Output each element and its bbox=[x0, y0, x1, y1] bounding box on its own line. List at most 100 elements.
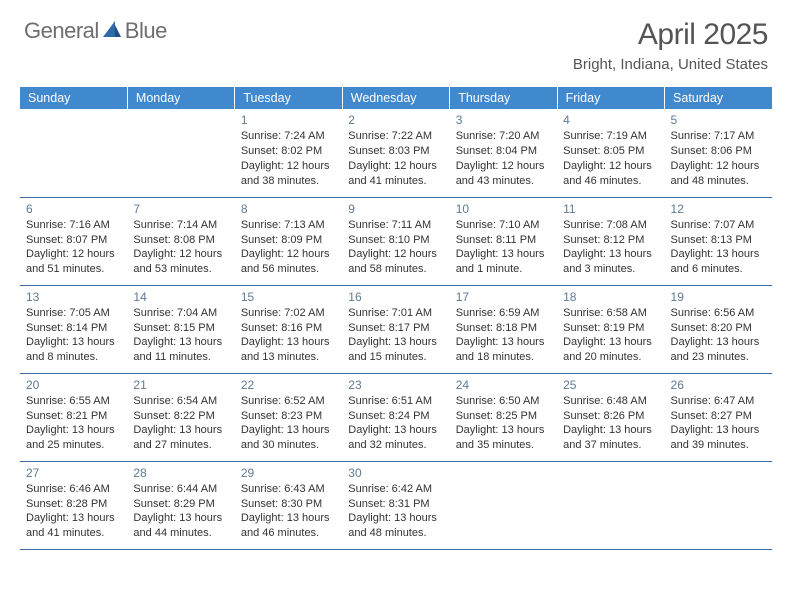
day-header: Wednesday bbox=[342, 87, 449, 109]
calendar-day-cell: 9Sunrise: 7:11 AMSunset: 8:10 PMDaylight… bbox=[342, 197, 449, 285]
sunrise-text: Sunrise: 6:52 AM bbox=[241, 394, 336, 409]
month-title: April 2025 bbox=[573, 18, 768, 52]
logo: General Blue bbox=[24, 18, 167, 44]
calendar-empty-cell bbox=[450, 461, 557, 549]
sunset-text: Sunset: 8:27 PM bbox=[671, 409, 766, 424]
sunrise-text: Sunrise: 7:20 AM bbox=[456, 129, 551, 144]
location: Bright, Indiana, United States bbox=[573, 56, 768, 73]
page-header: General Blue April 2025 Bright, Indiana,… bbox=[0, 0, 792, 81]
calendar-day-cell: 25Sunrise: 6:48 AMSunset: 8:26 PMDayligh… bbox=[557, 373, 664, 461]
sunset-text: Sunset: 8:26 PM bbox=[563, 409, 658, 424]
day-number: 12 bbox=[671, 201, 766, 217]
day-number: 2 bbox=[348, 112, 443, 128]
daylight-text: Daylight: 13 hours and 44 minutes. bbox=[133, 511, 228, 541]
daylight-text: Daylight: 12 hours and 41 minutes. bbox=[348, 159, 443, 189]
calendar-day-cell: 10Sunrise: 7:10 AMSunset: 8:11 PMDayligh… bbox=[450, 197, 557, 285]
calendar-head: SundayMondayTuesdayWednesdayThursdayFrid… bbox=[20, 87, 772, 109]
calendar-day-cell: 14Sunrise: 7:04 AMSunset: 8:15 PMDayligh… bbox=[127, 285, 234, 373]
calendar-day-cell: 23Sunrise: 6:51 AMSunset: 8:24 PMDayligh… bbox=[342, 373, 449, 461]
sunrise-text: Sunrise: 6:47 AM bbox=[671, 394, 766, 409]
title-block: April 2025 Bright, Indiana, United State… bbox=[573, 18, 768, 73]
calendar-day-cell: 26Sunrise: 6:47 AMSunset: 8:27 PMDayligh… bbox=[665, 373, 772, 461]
day-number: 26 bbox=[671, 377, 766, 393]
sunset-text: Sunset: 8:20 PM bbox=[671, 321, 766, 336]
sunrise-text: Sunrise: 6:55 AM bbox=[26, 394, 121, 409]
day-number: 1 bbox=[241, 112, 336, 128]
sunrise-text: Sunrise: 7:02 AM bbox=[241, 306, 336, 321]
day-number: 14 bbox=[133, 289, 228, 305]
day-number: 25 bbox=[563, 377, 658, 393]
sunset-text: Sunset: 8:29 PM bbox=[133, 497, 228, 512]
sunrise-text: Sunrise: 6:44 AM bbox=[133, 482, 228, 497]
calendar-day-cell: 2Sunrise: 7:22 AMSunset: 8:03 PMDaylight… bbox=[342, 109, 449, 197]
day-number: 6 bbox=[26, 201, 121, 217]
day-number: 19 bbox=[671, 289, 766, 305]
sunrise-text: Sunrise: 6:58 AM bbox=[563, 306, 658, 321]
sunset-text: Sunset: 8:28 PM bbox=[26, 497, 121, 512]
daylight-text: Daylight: 12 hours and 46 minutes. bbox=[563, 159, 658, 189]
daylight-text: Daylight: 13 hours and 39 minutes. bbox=[671, 423, 766, 453]
calendar-day-cell: 30Sunrise: 6:42 AMSunset: 8:31 PMDayligh… bbox=[342, 461, 449, 549]
sunrise-text: Sunrise: 7:01 AM bbox=[348, 306, 443, 321]
calendar-day-cell: 28Sunrise: 6:44 AMSunset: 8:29 PMDayligh… bbox=[127, 461, 234, 549]
sunset-text: Sunset: 8:21 PM bbox=[26, 409, 121, 424]
daylight-text: Daylight: 13 hours and 30 minutes. bbox=[241, 423, 336, 453]
sunset-text: Sunset: 8:09 PM bbox=[241, 233, 336, 248]
sunset-text: Sunset: 8:11 PM bbox=[456, 233, 551, 248]
day-number: 27 bbox=[26, 465, 121, 481]
calendar-empty-cell bbox=[557, 461, 664, 549]
calendar-day-cell: 21Sunrise: 6:54 AMSunset: 8:22 PMDayligh… bbox=[127, 373, 234, 461]
day-header: Sunday bbox=[20, 87, 127, 109]
day-number: 9 bbox=[348, 201, 443, 217]
daylight-text: Daylight: 13 hours and 18 minutes. bbox=[456, 335, 551, 365]
sunrise-text: Sunrise: 7:04 AM bbox=[133, 306, 228, 321]
daylight-text: Daylight: 13 hours and 11 minutes. bbox=[133, 335, 228, 365]
daylight-text: Daylight: 13 hours and 13 minutes. bbox=[241, 335, 336, 365]
day-header: Monday bbox=[127, 87, 234, 109]
day-number: 5 bbox=[671, 112, 766, 128]
sunrise-text: Sunrise: 7:19 AM bbox=[563, 129, 658, 144]
calendar-day-cell: 6Sunrise: 7:16 AMSunset: 8:07 PMDaylight… bbox=[20, 197, 127, 285]
logo-sail-icon bbox=[102, 20, 122, 43]
day-number: 11 bbox=[563, 201, 658, 217]
day-number: 24 bbox=[456, 377, 551, 393]
sunset-text: Sunset: 8:31 PM bbox=[348, 497, 443, 512]
daylight-text: Daylight: 13 hours and 25 minutes. bbox=[26, 423, 121, 453]
sunset-text: Sunset: 8:24 PM bbox=[348, 409, 443, 424]
day-number: 21 bbox=[133, 377, 228, 393]
calendar-day-cell: 3Sunrise: 7:20 AMSunset: 8:04 PMDaylight… bbox=[450, 109, 557, 197]
calendar-day-cell: 8Sunrise: 7:13 AMSunset: 8:09 PMDaylight… bbox=[235, 197, 342, 285]
calendar-day-cell: 20Sunrise: 6:55 AMSunset: 8:21 PMDayligh… bbox=[20, 373, 127, 461]
day-header-row: SundayMondayTuesdayWednesdayThursdayFrid… bbox=[20, 87, 772, 109]
daylight-text: Daylight: 13 hours and 27 minutes. bbox=[133, 423, 228, 453]
sunrise-text: Sunrise: 6:56 AM bbox=[671, 306, 766, 321]
day-number: 3 bbox=[456, 112, 551, 128]
day-number: 13 bbox=[26, 289, 121, 305]
calendar-day-cell: 13Sunrise: 7:05 AMSunset: 8:14 PMDayligh… bbox=[20, 285, 127, 373]
day-number: 10 bbox=[456, 201, 551, 217]
daylight-text: Daylight: 13 hours and 20 minutes. bbox=[563, 335, 658, 365]
logo-text-blue: Blue bbox=[125, 18, 167, 44]
daylight-text: Daylight: 13 hours and 32 minutes. bbox=[348, 423, 443, 453]
daylight-text: Daylight: 13 hours and 6 minutes. bbox=[671, 247, 766, 277]
sunset-text: Sunset: 8:07 PM bbox=[26, 233, 121, 248]
sunset-text: Sunset: 8:22 PM bbox=[133, 409, 228, 424]
sunset-text: Sunset: 8:16 PM bbox=[241, 321, 336, 336]
sunset-text: Sunset: 8:13 PM bbox=[671, 233, 766, 248]
day-number: 22 bbox=[241, 377, 336, 393]
sunset-text: Sunset: 8:23 PM bbox=[241, 409, 336, 424]
calendar-day-cell: 18Sunrise: 6:58 AMSunset: 8:19 PMDayligh… bbox=[557, 285, 664, 373]
day-number: 16 bbox=[348, 289, 443, 305]
day-number: 7 bbox=[133, 201, 228, 217]
daylight-text: Daylight: 13 hours and 46 minutes. bbox=[241, 511, 336, 541]
calendar-empty-cell bbox=[127, 109, 234, 197]
calendar-week-row: 6Sunrise: 7:16 AMSunset: 8:07 PMDaylight… bbox=[20, 197, 772, 285]
sunset-text: Sunset: 8:25 PM bbox=[456, 409, 551, 424]
sunrise-text: Sunrise: 7:17 AM bbox=[671, 129, 766, 144]
sunrise-text: Sunrise: 7:13 AM bbox=[241, 218, 336, 233]
daylight-text: Daylight: 13 hours and 3 minutes. bbox=[563, 247, 658, 277]
calendar-week-row: 13Sunrise: 7:05 AMSunset: 8:14 PMDayligh… bbox=[20, 285, 772, 373]
sunset-text: Sunset: 8:12 PM bbox=[563, 233, 658, 248]
daylight-text: Daylight: 12 hours and 48 minutes. bbox=[671, 159, 766, 189]
sunset-text: Sunset: 8:14 PM bbox=[26, 321, 121, 336]
